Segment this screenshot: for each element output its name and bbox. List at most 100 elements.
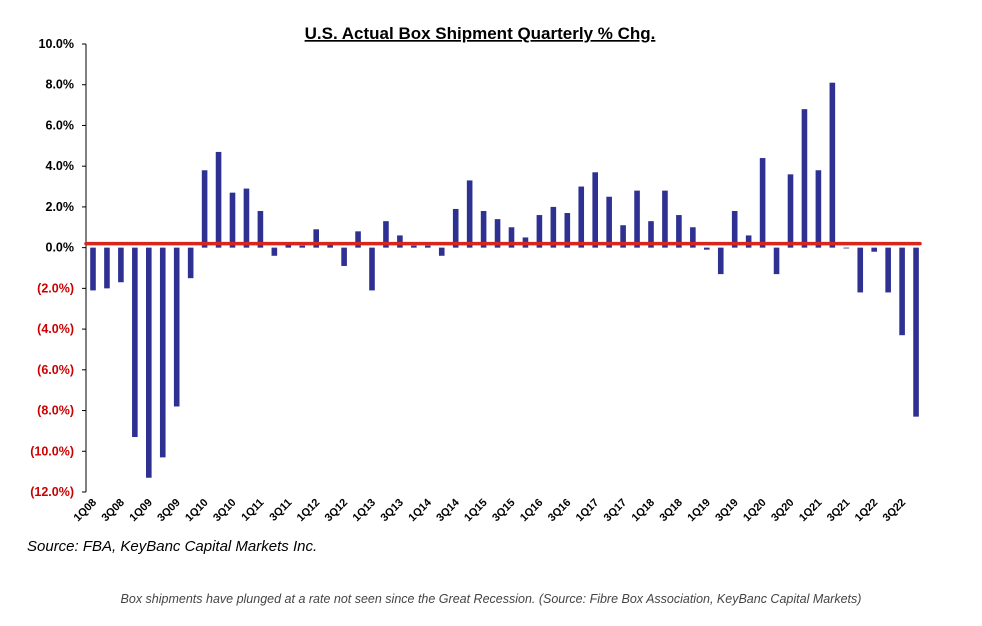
bar-2Q18 [662, 190, 668, 248]
bar-3Q17 [620, 225, 626, 248]
x-tick-label: 3Q14 [434, 496, 462, 524]
bar-4Q22 [913, 247, 919, 417]
x-tick-label: 3Q09 [155, 497, 183, 525]
x-tick-label: 3Q15 [490, 497, 518, 525]
bar-3Q14 [452, 208, 459, 248]
bar-3Q22 [899, 247, 905, 336]
x-tick-label: 1Q11 [239, 497, 266, 524]
bar-3Q20 [787, 174, 794, 248]
bar-4Q20 [801, 109, 808, 248]
bar-4Q19 [745, 235, 752, 248]
bar-2Q21 [829, 82, 836, 248]
bar-1Q15 [480, 210, 487, 248]
x-tick-label: 3Q11 [267, 497, 294, 524]
x-tick-label: 3Q22 [881, 497, 909, 525]
x-tick-label: 1Q14 [406, 496, 434, 524]
bar-2Q19 [717, 247, 724, 275]
bars-group [90, 82, 919, 478]
bar-3Q11 [285, 243, 292, 248]
bar-3Q19 [731, 210, 738, 248]
y-tick-label: (6.0%) [37, 363, 74, 377]
bar-1Q11 [257, 210, 264, 248]
y-tick-label: 4.0% [46, 159, 75, 173]
bar-3Q21 [843, 247, 850, 249]
bar-3Q18 [676, 215, 682, 248]
bar-1Q21 [815, 170, 822, 248]
bar-3Q12 [341, 247, 347, 266]
source-note: Source: FBA, KeyBanc Capital Markets Inc… [27, 538, 318, 555]
chart-title: U.S. Actual Box Shipment Quarterly % Chg… [305, 24, 656, 43]
x-tick-label: 1Q15 [462, 497, 490, 525]
bar-3Q13 [397, 235, 403, 248]
x-tick-label: 3Q18 [657, 497, 685, 525]
x-tick-label: 1Q13 [351, 497, 379, 525]
x-tick-label: 1Q19 [685, 497, 713, 525]
bar-1Q16 [536, 215, 543, 248]
bar-3Q15 [508, 227, 515, 248]
bar-2Q10 [215, 151, 222, 248]
bar-2Q22 [885, 247, 891, 293]
bar-1Q12 [313, 229, 319, 248]
bar-4Q11 [299, 245, 306, 248]
bar-1Q19 [704, 247, 710, 250]
bar-2Q15 [494, 219, 501, 248]
bar-1Q18 [648, 221, 654, 248]
bar-2Q13 [383, 221, 389, 248]
y-tick-label: (2.0%) [37, 281, 74, 295]
x-tick-label: 1Q09 [127, 497, 155, 525]
y-tick-label: (4.0%) [37, 322, 74, 336]
bar-2Q11 [271, 247, 278, 256]
x-tick-label: 1Q20 [741, 497, 769, 525]
bar-2Q16 [550, 206, 557, 248]
x-tick-label: 3Q19 [713, 497, 741, 525]
x-tick-label: 1Q17 [574, 497, 602, 525]
bar-2Q12 [327, 243, 333, 248]
x-tick-label: 3Q12 [323, 497, 351, 525]
bar-3Q10 [229, 192, 236, 248]
x-tick-label: 1Q18 [630, 497, 658, 525]
bar-2Q09 [159, 247, 166, 458]
y-tick-label: 6.0% [46, 118, 75, 132]
x-tick-label: 3Q13 [378, 497, 406, 525]
bar-3Q08 [118, 247, 124, 283]
x-tick-label: 3Q21 [825, 497, 853, 525]
x-tick-label: 1Q16 [518, 497, 546, 525]
bar-2Q14 [438, 247, 445, 256]
bar-4Q21 [857, 247, 864, 293]
y-tick-label: 0.0% [46, 241, 75, 255]
bar-1Q08 [90, 247, 96, 291]
bar-1Q13 [369, 247, 375, 291]
x-tick-label: 3Q20 [769, 497, 797, 525]
bar-1Q10 [201, 170, 208, 248]
x-tick-label: 1Q08 [72, 497, 100, 525]
bar-1Q20 [759, 158, 766, 248]
bar-4Q13 [411, 245, 417, 248]
x-tick-label: 1Q21 [797, 497, 825, 525]
bar-3Q09 [173, 247, 180, 407]
bar-4Q14 [466, 180, 473, 248]
bar-1Q17 [592, 172, 598, 248]
x-tick-label: 1Q10 [183, 497, 211, 525]
bar-1Q22 [871, 247, 877, 252]
bar-4Q08 [132, 247, 138, 438]
y-tick-label: (10.0%) [30, 444, 74, 458]
bar-2Q17 [606, 196, 612, 248]
bar-2Q08 [104, 247, 110, 289]
bar-4Q12 [355, 231, 361, 248]
x-tick-label: 1Q12 [295, 497, 323, 525]
figure-caption: Box shipments have plunged at a rate not… [120, 592, 862, 606]
y-tick-label: 2.0% [46, 200, 75, 214]
bar-4Q18 [690, 227, 696, 248]
bar-4Q09 [187, 247, 194, 279]
box-shipment-chart: U.S. Actual Box Shipment Quarterly % Chg… [30, 24, 922, 525]
bar-2Q20 [773, 247, 780, 275]
bar-1Q09 [146, 247, 152, 478]
bar-4Q17 [634, 190, 640, 248]
x-tick-label: 3Q10 [211, 497, 239, 525]
x-tick-label: 3Q16 [546, 497, 574, 525]
x-tick-label: 3Q08 [99, 497, 127, 525]
x-tick-label: 1Q22 [853, 497, 881, 525]
x-tick-label: 3Q17 [602, 497, 630, 525]
bar-4Q16 [578, 186, 585, 248]
y-tick-label: (12.0%) [30, 485, 74, 499]
